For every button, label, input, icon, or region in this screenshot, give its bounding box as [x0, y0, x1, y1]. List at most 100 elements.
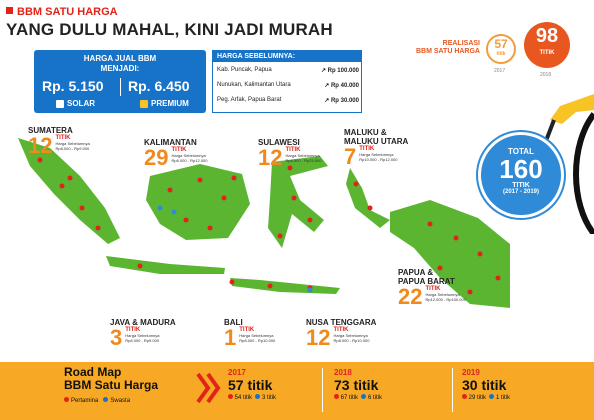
new-price-title: HARGA JUAL BBM MENJADI: — [34, 54, 206, 74]
region-name-line2: MALUKU UTARA — [344, 137, 409, 146]
roadmap-legend: Pertamina Swasta — [64, 397, 130, 404]
roadmap-divider — [452, 368, 453, 412]
pertamina-dot-icon — [334, 394, 339, 399]
fuel-pump-icon — [140, 99, 148, 108]
swasta-count: 1 titik — [496, 395, 511, 401]
region-unit: TITIK — [171, 147, 187, 153]
region-name: SULAWESI — [258, 138, 300, 147]
year-value: 30 titik — [462, 377, 507, 393]
roadmap-title: Road Map BBM Satu Harga — [64, 366, 158, 392]
region-range: Rp10.000 - Rp12.000 — [359, 157, 398, 162]
region-unit: TITIK — [359, 146, 375, 152]
legend-pertamina: Pertamina — [71, 398, 99, 404]
region-note: Harga Sebelumnya — [359, 152, 394, 157]
fuel-pump-icon — [56, 99, 64, 108]
region-range: Rp8.000 - Rp9.000 — [125, 338, 160, 343]
year-label: 2017 — [228, 368, 246, 377]
previous-price-title: HARGA SEBELUMNYA: — [213, 51, 361, 62]
row-place: Kab. Puncak, Papua — [217, 67, 272, 73]
year-label: 2019 — [462, 368, 480, 377]
badge-year: 2017 — [494, 68, 506, 74]
region-count: 3 — [110, 325, 123, 350]
region-unit: TITIK — [285, 147, 301, 153]
papua-island — [390, 200, 510, 308]
indonesia-map — [18, 138, 510, 308]
region-unit: TITIK — [239, 327, 255, 333]
sumatera-island — [18, 138, 120, 244]
realisasi-2018-badge: 98 TITIK — [524, 22, 570, 68]
year-value: 57 titik — [228, 377, 273, 393]
pertamina-dot-icon — [64, 397, 69, 402]
region-unit: TITIK — [125, 327, 141, 333]
year-split: 29 titik 1 titik — [462, 394, 510, 401]
nozzle-hose — [573, 112, 594, 234]
region-note: Harga Sebelumnya — [285, 153, 320, 158]
roadmap-year-2017: 2017 57 titik 54 titik 3 titik — [228, 368, 276, 401]
year-label: 2018 — [334, 368, 352, 377]
region-count: 12 — [28, 133, 53, 158]
region-maluku: MALUKU & MALUKU UTARA 7 TITIK Harga Sebel… — [344, 128, 408, 168]
year-split: 67 titik 6 titik — [334, 394, 382, 401]
region-count: 29 — [144, 145, 169, 170]
total-range: (2017 - 2019) — [502, 189, 540, 195]
region-note: Harga Sebelumnya — [125, 333, 160, 338]
previous-price-row: Peg. Arfak, Papua Barat ↗ Rp 30.000 — [217, 97, 359, 104]
region-note: Harga Sebelumnya — [425, 292, 460, 297]
region-unit: TITIK — [55, 135, 71, 141]
price-divider — [120, 78, 121, 96]
region-name: KALIMANTAN — [144, 138, 197, 147]
java-island — [106, 256, 225, 274]
new-price-box: HARGA JUAL BBM MENJADI: Rp. 5.150 Rp. 6.… — [34, 50, 206, 113]
solar-label-text: SOLAR — [67, 99, 95, 108]
roadmap-title-line2: BBM Satu Harga — [64, 378, 159, 392]
total-value: 160 — [499, 154, 543, 184]
badge-value: 57 — [494, 37, 508, 51]
badge-year: 2018 — [540, 72, 552, 78]
swasta-dot-icon — [361, 394, 367, 399]
sulawesi-island — [268, 156, 328, 248]
total-badge: TOTAL 160 TITIK (2017 - 2019) — [478, 132, 564, 218]
region-count: 12 — [258, 145, 283, 170]
region-count: 22 — [398, 284, 423, 309]
header-tag: BBM SATU HARGA — [6, 6, 118, 18]
previous-price-row: Kab. Puncak, Papua ↗ Rp 100.000 — [217, 67, 359, 74]
total-unit: TITIK — [512, 182, 530, 189]
legend-swasta: Swasta — [110, 398, 131, 404]
solar-price: Rp. 5.150 — [42, 78, 104, 94]
region-java: JAVA & MADURA 3 TITIK Harga Sebelumnya Rp8… — [110, 318, 176, 349]
region-papua: PAPUA & PAPUA BARAT 22 TITIK Harga Sebelu… — [398, 268, 466, 308]
swasta-dot-icon — [255, 394, 261, 399]
badge-unit: TITIK — [539, 50, 555, 56]
region-name: BALI — [224, 318, 243, 327]
kalimantan-island — [146, 164, 250, 240]
badge-value: 98 — [535, 25, 559, 47]
roadmap-year-2018: 2018 73 titik 67 titik 6 titik — [334, 368, 382, 401]
new-price-title-line1: HARGA JUAL BBM — [83, 54, 157, 63]
year-split: 54 titik 3 titik — [228, 394, 276, 401]
premium-price: Rp. 6.450 — [128, 78, 190, 94]
row-price-text: Rp 30.000 — [330, 98, 359, 104]
row-price-text: Rp 40.000 — [330, 83, 359, 89]
swasta-count: 3 titik — [262, 395, 277, 401]
premium-label: PREMIUM — [140, 99, 189, 108]
row-price: ↗ Rp 30.000 — [324, 98, 359, 104]
row-price-text: Rp 100.000 — [327, 68, 359, 74]
region-range: Rp6.500 - Rp25.000 — [285, 158, 322, 163]
pertamina-dot-icon — [228, 394, 233, 399]
row-price: ↗ Rp 40.000 — [324, 83, 359, 89]
year-value: 73 titik — [334, 377, 379, 393]
region-bali: BALI 1 TITIK Harga Sebelumnya Rp8.000 - Rp… — [224, 318, 275, 349]
region-range: Rp8.000 - Rp9.000 — [55, 146, 90, 151]
region-kalimantan: KALIMANTAN 29 TITIK Harga Sebelumnya Rp6.0… — [144, 138, 208, 169]
region-range: Rp8.000 - Rp10.000 — [239, 338, 276, 343]
realisasi-line1: REALISASI — [442, 40, 480, 47]
region-note: Harga Sebelumnya — [55, 141, 90, 146]
previous-price-box: HARGA SEBELUMNYA: Kab. Puncak, Papua ↗ Rp… — [212, 50, 362, 113]
region-range: Rp8.000 - Rp10.000 — [333, 338, 370, 343]
region-range: Rp6.000 - Rp12.000 — [171, 158, 208, 163]
region-note: Harga Sebelumnya — [239, 333, 274, 338]
region-count: 12 — [306, 325, 331, 350]
pertamina-count: 67 titik — [340, 395, 359, 401]
region-note: Harga Sebelumnya — [333, 333, 368, 338]
roadmap-title-line1: Road Map — [64, 365, 122, 379]
